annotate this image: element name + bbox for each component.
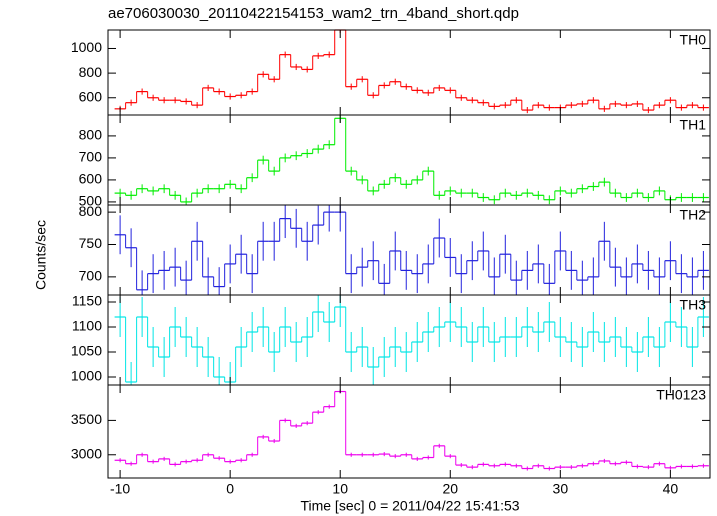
chart-title: ae706030030_20110422154153_wam2_trn_4ban… [108,5,519,22]
x-axis-label: Time [sec] 0 = 2011/04/22 15:41:53 [300,498,519,514]
panel-frame [107,294,711,386]
panel-frame [107,384,711,479]
y-tick-label: 500 [79,193,103,209]
y-axis-label: Counts/sec [33,220,49,290]
panel-frame [107,204,711,296]
x-tick-label: -10 [110,481,130,497]
panel-label: TH2 [680,207,707,223]
panel-label: TH1 [680,117,707,133]
panel-label: TH0 [680,32,707,48]
y-tick-label: 600 [79,88,103,104]
panel-label: TH3 [680,297,707,313]
panel-label: TH0123 [656,387,706,403]
panel-frame [107,29,711,116]
y-tick-label: 750 [79,235,103,251]
x-tick-label: 0 [226,481,234,497]
y-tick-label: 800 [79,203,103,219]
x-tick-label: 30 [553,481,569,497]
x-tick-label: 10 [332,481,348,497]
y-tick-label: 700 [79,149,103,165]
y-tick-label: 3500 [71,411,102,427]
panel-frame [107,114,711,206]
y-tick-label: 1150 [72,293,102,309]
y-tick-label: 1100 [72,318,102,334]
x-tick-label: 40 [663,481,679,497]
y-tick-label: 3000 [71,445,102,461]
y-tick-label: 800 [79,64,103,80]
y-tick-label: 600 [79,171,103,187]
y-tick-label: 700 [79,268,103,284]
y-tick-label: 1000 [71,368,102,384]
x-tick-label: 20 [442,481,458,497]
y-tick-label: 800 [79,127,103,143]
y-tick-label: 1000 [71,39,102,55]
y-tick-label: 1050 [71,343,102,359]
